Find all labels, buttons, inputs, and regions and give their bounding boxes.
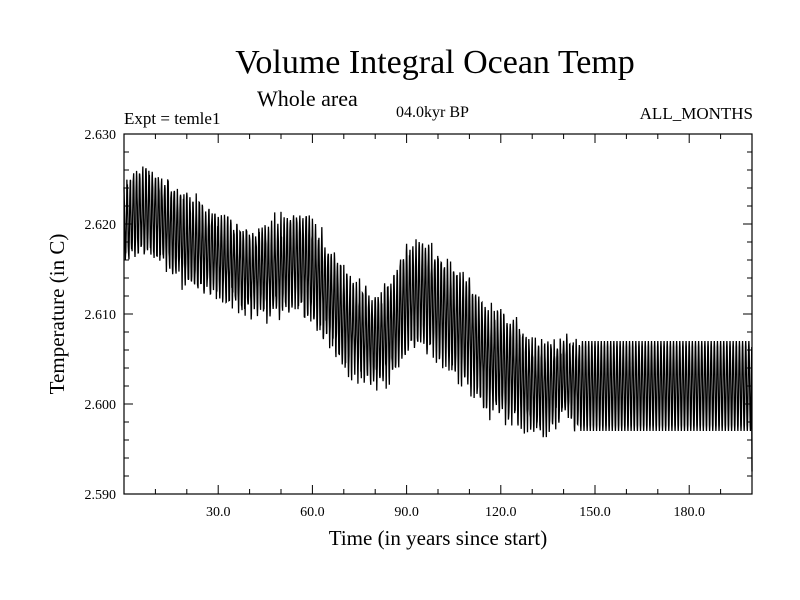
chart-title: Volume Integral Ocean Temp (235, 44, 635, 81)
y-tick-label: 2.630 (85, 128, 117, 143)
y-tick-label: 2.590 (85, 488, 117, 503)
experiment-label: Expt = temle1 (124, 109, 221, 128)
y-tick-label: 2.610 (85, 308, 117, 323)
x-tick-label: 180.0 (673, 505, 705, 520)
x-tick-label: 150.0 (579, 505, 611, 520)
y-tick-label: 2.620 (85, 218, 117, 233)
plot-frame (123, 133, 753, 495)
chart-subtitle: Whole area (257, 86, 358, 111)
months-label: ALL_MONTHS (639, 104, 753, 123)
y-tick-label: 2.600 (85, 398, 117, 413)
x-axis-title: Time (in years since start) (329, 526, 548, 550)
series-line (123, 166, 753, 472)
series-layer (123, 166, 753, 472)
x-tick-label: 30.0 (206, 505, 231, 520)
y-axis-title: Temperature (in C) (45, 234, 69, 395)
period-label: 04.0kyr BP (396, 104, 469, 121)
ticks-layer: 30.0 60.0 90.0 120.0 150.0 180.0 2.590 2.600 2.6… (85, 128, 752, 520)
x-tick-label: 120.0 (485, 505, 517, 520)
x-tick-label: 90.0 (394, 505, 419, 520)
x-tick-label: 60.0 (300, 505, 325, 520)
